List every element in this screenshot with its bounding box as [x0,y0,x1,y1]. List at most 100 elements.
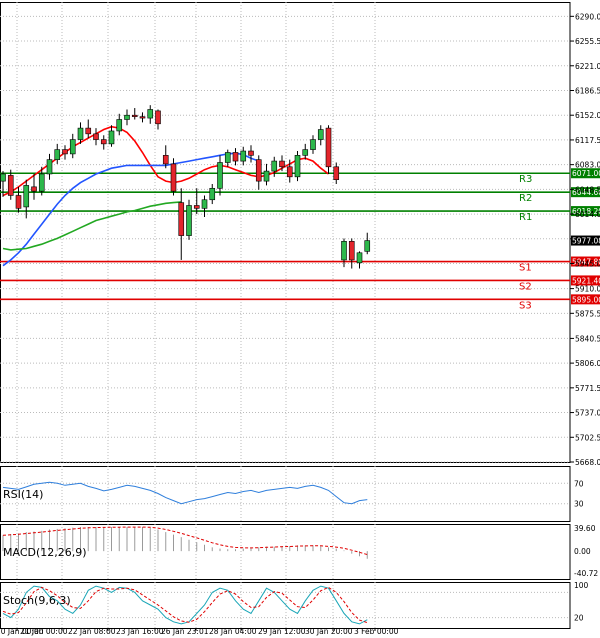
candle [364,232,371,255]
candle [100,135,107,150]
candle [0,171,6,197]
macd-tick-label: 39.60 [574,524,596,533]
candle-body [69,139,76,155]
candle-body [100,139,107,145]
candle-body [178,202,185,236]
price-tick-label: 6255.50 [575,37,600,46]
rsi-tick-label: 70 [574,479,584,488]
candle [162,145,169,169]
stoch-label: Stoch(9,6,3) [3,594,71,607]
candle-body [31,186,37,192]
candle [263,163,270,186]
candle-body [54,149,61,160]
candle-body [15,195,22,209]
macd-panel-border [0,524,571,580]
candle-body [279,160,285,168]
candle-body [193,205,200,209]
price-tick-label: 5702.50 [575,433,600,442]
level-price-label: 5947.80 [572,258,600,267]
candle-body [240,150,247,162]
time-label: 22 Jan 08:00 [68,627,116,636]
level-tag-s2 [571,275,600,286]
ma-line-green [2,201,182,251]
candle [341,238,347,268]
candle [209,183,216,205]
time-label: 26 Jan 23:01 [161,627,209,636]
price-tick-label: 5668.00 [575,458,600,467]
candle [23,179,30,219]
price-tick-label: 5945.00 [575,260,600,269]
level-name-r3: R3 [519,174,532,185]
candle [325,125,332,174]
candle [124,109,130,126]
candle [62,145,68,160]
candle [333,162,340,184]
price-tick-label: 5737.00 [575,409,600,418]
candle [294,151,301,182]
level-price-label: 5921.40 [572,276,600,285]
candles [0,105,371,269]
level-name-r2: R2 [519,193,532,204]
time-label: 3 Feb 00:00 [354,627,399,636]
candle [139,112,146,123]
price-axis: 6290.00 6255.50 6221.00 6186.50 6152.00 6117.… [570,12,600,467]
candle [31,173,37,200]
candle [310,135,316,154]
candle-body [186,205,192,236]
candle [155,109,161,130]
candle [186,199,192,240]
candle-body [348,241,355,261]
candle [302,143,309,160]
level-name-s2: S2 [519,281,532,292]
candle-body [310,139,316,150]
time-label: 23 Jan 16:00 [116,627,164,636]
candle [279,155,285,172]
price-tick-label: 6083.00 [575,161,600,170]
candle [217,155,223,196]
candle [147,105,154,124]
candle [240,146,247,166]
stoch-panel-border [0,582,571,629]
candle [85,119,92,139]
price-tick-label: 5910.00 [575,285,600,294]
stoch-tick-label: 20 [574,614,584,623]
macd-tick-label: 0.00 [574,547,591,556]
candle [201,195,208,217]
support-resistance-levels: R3 6071.00 R2 6044.60 R1 6018.20 S1 5947.80 S2 59… [0,168,600,311]
level-price-label: 6018.20 [572,207,600,216]
time-label: 28 Jan 04:00 [209,627,257,636]
candle-body [0,173,6,182]
price-tick-label: 6221.00 [575,62,600,71]
price-tick-label: 5806.00 [575,359,600,368]
candle [356,251,363,269]
candle [317,125,324,146]
candle-body [23,185,30,208]
current-price-tag [571,235,600,246]
candle [7,169,14,200]
candle-body [139,116,146,119]
stoch-k-line [2,585,368,625]
price-tick-label: 6290.00 [575,12,600,21]
candle-body [108,130,115,145]
level-price-label: 5895.00 [572,295,600,304]
price-tick-label: 6117.50 [575,136,600,145]
macd-signal-line [2,526,368,556]
price-tick-label: 6048.50 [575,185,600,194]
price-tick-label: 6186.50 [575,86,600,95]
price-tick-label: 6152.00 [575,111,600,120]
grid-layer [0,2,571,629]
rsi-label: RSI(14) [3,488,43,501]
candle [286,159,293,183]
candle-body [77,127,84,140]
candle [54,143,61,164]
candle-body [38,173,45,192]
candle [77,122,84,144]
candle-body [302,149,309,156]
candle [116,113,123,136]
candle-body [271,160,278,172]
candle-body [294,155,301,178]
level-price-label: 6044.60 [572,188,600,197]
level-name-s3: S3 [519,300,532,311]
